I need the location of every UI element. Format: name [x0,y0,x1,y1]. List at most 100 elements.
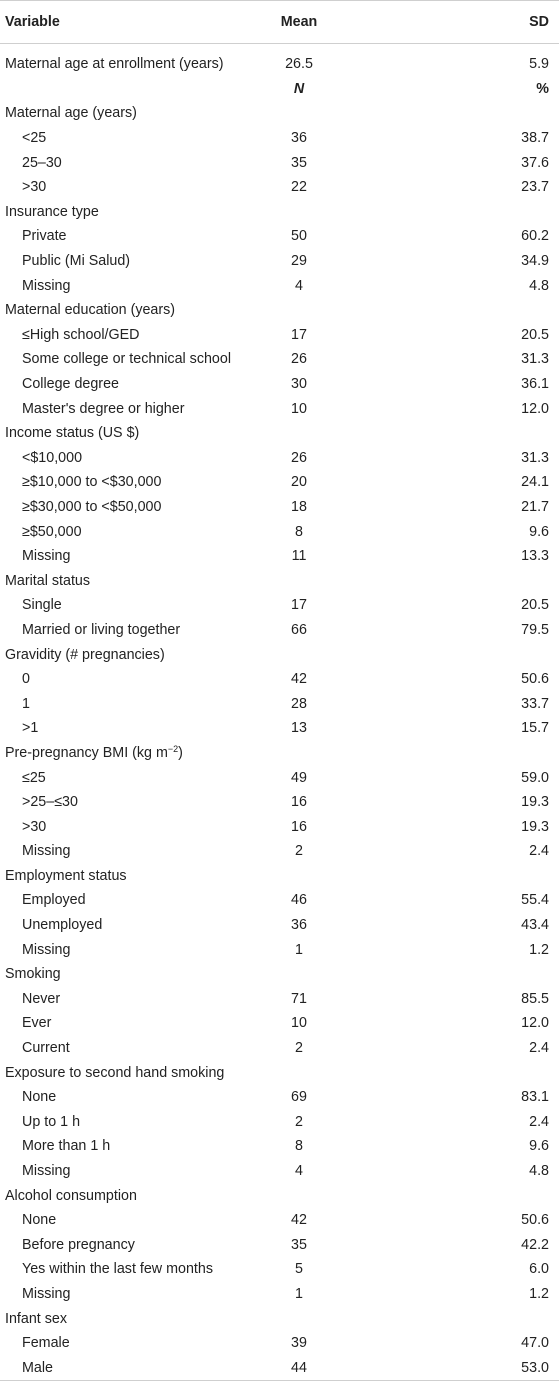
table-row: Missing 4 4.8 [0,1159,559,1184]
row-n: 28 [291,695,307,712]
row-percent: 47.0 [521,1335,549,1352]
table-row: Public (Mi Salud) 29 34.9 [0,249,559,274]
row-n: 8 [295,1138,303,1155]
table-row: Missing 4 4.8 [0,273,559,298]
row-n: 66 [291,621,307,638]
row-n: 20 [291,474,307,491]
category-row: Gravidity (# pregnancies) [0,642,559,667]
row-label: <25 [22,130,47,147]
row-percent: 24.1 [521,474,549,491]
row-percent: 38.7 [521,130,549,147]
row-label: College degree [22,376,119,393]
row-label: Married or living together [22,621,181,638]
row-n: 17 [291,326,307,343]
row-label: Missing [22,277,71,294]
row-label: Ever [22,1015,52,1032]
row-n: 71 [291,990,307,1007]
row-n: 69 [291,1089,307,1106]
row-n: 2 [295,843,303,860]
category-row: Alcohol consumption [0,1183,559,1208]
table-row: >25–≤30 16 19.3 [0,790,559,815]
table-row: Master's degree or higher 10 12.0 [0,396,559,421]
row-n: 16 [291,818,307,835]
table-row: ≤25 49 59.0 [0,765,559,790]
row-percent: 4.8 [529,1163,549,1180]
header-mean: Mean [280,14,318,30]
row-n: 42 [291,671,307,688]
row-n: 10 [291,1015,307,1032]
subheader-row: N % [0,77,559,102]
row-n: 26 [291,351,307,368]
row-n: 1 [295,941,303,958]
row-label: >30 [22,179,47,196]
row-percent: 9.6 [529,523,549,540]
row-n: 44 [291,1359,307,1376]
table-row: More than 1 h 8 9.6 [0,1134,559,1159]
row-n: 46 [291,892,307,909]
row-n: 10 [291,400,307,417]
row-n: 49 [291,769,307,786]
row-percent: 37.6 [521,154,549,171]
row-sd: 5.9 [529,56,549,73]
row-label: Unemployed [22,917,103,934]
row-n: 26 [291,449,307,466]
row-percent: 12.0 [521,400,549,417]
row-label: Insurance type [5,203,99,220]
row-n: 17 [291,597,307,614]
row-label: <$10,000 [22,449,83,466]
row-percent: 1.2 [529,941,549,958]
row-label: Never [22,990,61,1007]
table-row: Up to 1 h 2 2.4 [0,1110,559,1135]
row-percent: 85.5 [521,990,549,1007]
row-label: Public (Mi Salud) [22,253,131,270]
row-n: 13 [291,720,307,737]
row-label: ≥$10,000 to <$30,000 [22,474,162,491]
table-row: Single 17 20.5 [0,593,559,618]
row-label: Gravidity (# pregnancies) [5,646,165,663]
category-row: Exposure to second hand smoking [0,1060,559,1085]
row-label: >25–≤30 [22,794,78,811]
row-n: 42 [291,1212,307,1229]
header-variable: Variable [5,14,60,30]
row-percent: 20.5 [521,597,549,614]
table-row: >1 13 15.7 [0,716,559,741]
row-percent: 42.2 [521,1236,549,1253]
row-label: Single [22,597,62,614]
row-percent: 9.6 [529,1138,549,1155]
table-row: Yes within the last few months 5 6.0 [0,1257,559,1282]
row-label-suffix: ) [178,745,183,762]
row-label: None [22,1089,57,1106]
row-percent: 15.7 [521,720,549,737]
table-body: Maternal age (years) <25 36 38.7 25–30 35 37.6… [0,101,559,1382]
row-label: Some college or technical school [22,351,232,368]
table-row: Some college or technical school 26 31.3 [0,347,559,372]
category-row: Smoking [0,962,559,987]
row-label: Pre-pregnancy BMI (kg m [5,745,168,762]
table-row: Male 44 53.0 [0,1355,559,1382]
row-label: ≥$50,000 [22,523,82,540]
row-label: Master's degree or higher [22,400,185,417]
header-sd: SD [529,14,549,30]
row-percent: 4.8 [529,277,549,294]
row-label: Alcohol consumption [5,1187,137,1204]
table-row: <25 36 38.7 [0,126,559,151]
row-n: 39 [291,1335,307,1352]
row-label: Missing [22,843,71,860]
row-n: 1 [295,1285,303,1302]
row-n: 50 [291,228,307,245]
row-label: 1 [22,695,30,712]
row-n: 16 [291,794,307,811]
row-n: 29 [291,253,307,270]
table-row: 0 42 50.6 [0,667,559,692]
row-mean: 26.5 [285,56,313,73]
table-row: ≥$10,000 to <$30,000 20 24.1 [0,470,559,495]
row-label: >1 [22,720,39,737]
row-percent: 13.3 [521,548,549,565]
subheader-pct: % [536,80,549,97]
table-row: 25–30 35 37.6 [0,150,559,175]
row-n: 2 [295,1040,303,1057]
row-label: Smoking [5,966,61,983]
row-n: 22 [291,179,307,196]
row-percent: 79.5 [521,621,549,638]
